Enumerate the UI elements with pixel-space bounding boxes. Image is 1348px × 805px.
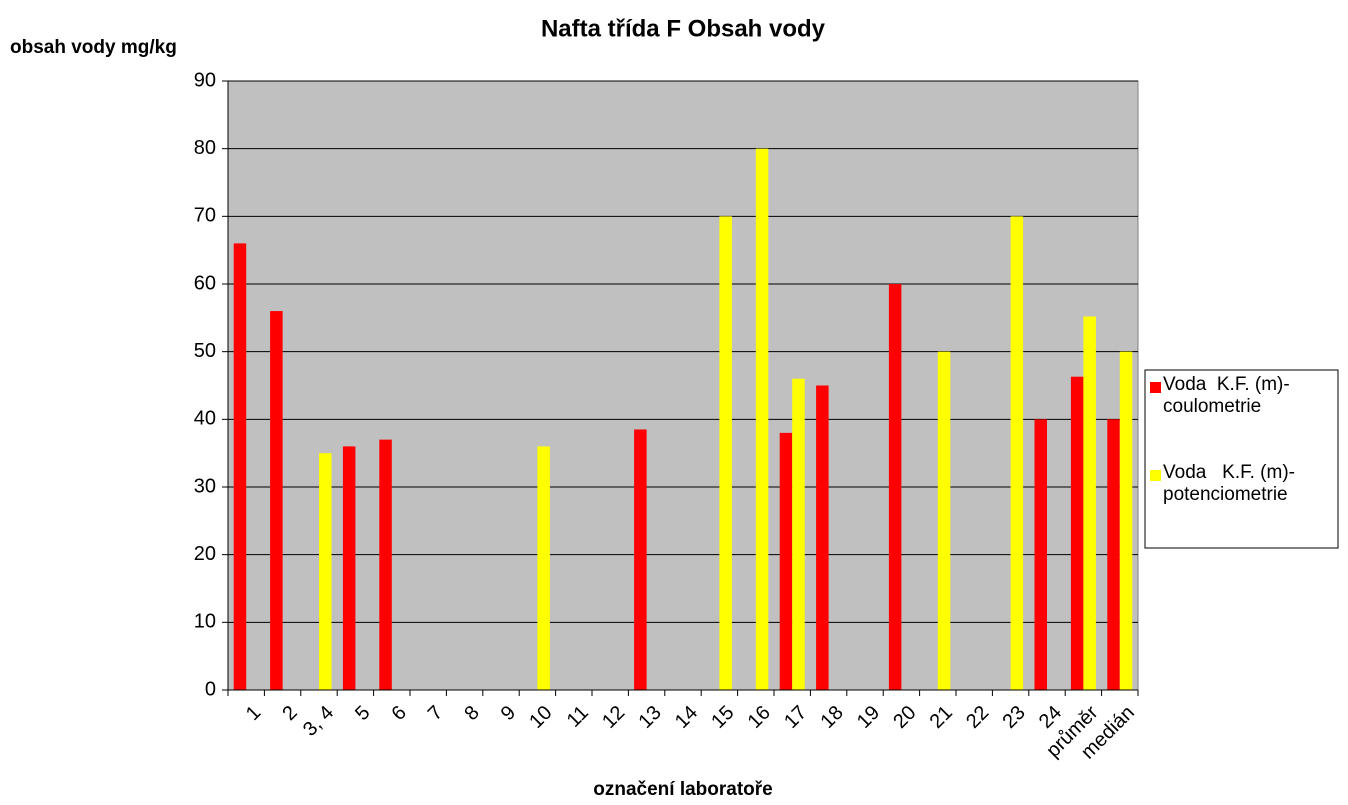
y-tick-label: 0 [205, 678, 216, 700]
x-tick-label: 9 [497, 702, 520, 725]
x-tick-label: 19 [853, 702, 884, 733]
bar [792, 378, 805, 690]
bar [779, 432, 793, 690]
x-tick-label: 20 [889, 702, 920, 733]
x-tick-label: 23 [998, 702, 1029, 733]
y-tick-label: 90 [194, 69, 216, 91]
bar [888, 284, 902, 690]
chart-title: Nafta třída F Obsah vody [541, 15, 826, 42]
x-tick-label: 17 [780, 702, 811, 733]
bar [1010, 216, 1024, 691]
bar [319, 453, 332, 690]
bar [270, 311, 283, 690]
x-tick-label: 22 [962, 702, 993, 733]
y-tick-label: 20 [194, 543, 216, 565]
x-tick-label: 15 [707, 702, 738, 733]
bar [1070, 376, 1084, 690]
x-tick-label: 21 [926, 702, 957, 733]
y-tick-label: 30 [194, 475, 216, 497]
bar [937, 351, 951, 690]
y-tick-label: 50 [194, 340, 216, 362]
legend-label: Voda K.F. (m)-potenciometrie [1163, 462, 1295, 505]
x-tick-label: 11 [563, 702, 593, 732]
y-tick-label: 80 [194, 137, 216, 159]
legend-swatch [1150, 382, 1161, 393]
x-tick-label: 8 [460, 702, 483, 725]
bar [537, 446, 550, 690]
x-axis-label: označení laboratoře [593, 779, 773, 800]
y-tick-label: 40 [194, 408, 216, 430]
bar [755, 148, 769, 690]
x-tick-label: 7 [424, 702, 447, 725]
bar [1083, 316, 1096, 690]
x-tick-label: 6 [388, 702, 411, 725]
y-axis-label: obsah vody mg/kg [10, 37, 177, 58]
y-tick-label: 10 [194, 611, 216, 633]
bar [719, 216, 732, 691]
plot-area [227, 80, 1139, 691]
bar [1107, 419, 1120, 690]
x-tick-label: 12 [598, 702, 629, 733]
legend-swatch [1150, 470, 1161, 481]
x-tick-label: 2 [278, 702, 301, 725]
bar [634, 429, 647, 690]
bar [816, 385, 829, 690]
legend-label: Voda K.F. (m)-coulometrie [1163, 374, 1290, 417]
x-tick-label: 1 [242, 702, 265, 725]
x-tick-label: 3, 4 [299, 702, 338, 741]
bar [233, 243, 247, 690]
legend-item: Voda K.F. (m)-coulometrie [1163, 374, 1290, 417]
legend-box [1144, 369, 1339, 549]
legend-item: Voda K.F. (m)-potenciometrie [1163, 462, 1295, 505]
x-tick-label: 14 [671, 702, 702, 733]
x-tick-label: 18 [816, 702, 847, 733]
bar [1119, 351, 1133, 690]
y-tick-label: 60 [194, 272, 216, 294]
x-tick-label: 16 [744, 702, 775, 733]
bar [342, 446, 356, 690]
x-tick-label: 13 [634, 702, 665, 733]
x-tick-label: 10 [525, 702, 556, 733]
bar [1034, 419, 1047, 690]
bar [379, 439, 392, 690]
x-tick-label: 5 [351, 702, 374, 725]
y-tick-label: 70 [194, 205, 216, 227]
